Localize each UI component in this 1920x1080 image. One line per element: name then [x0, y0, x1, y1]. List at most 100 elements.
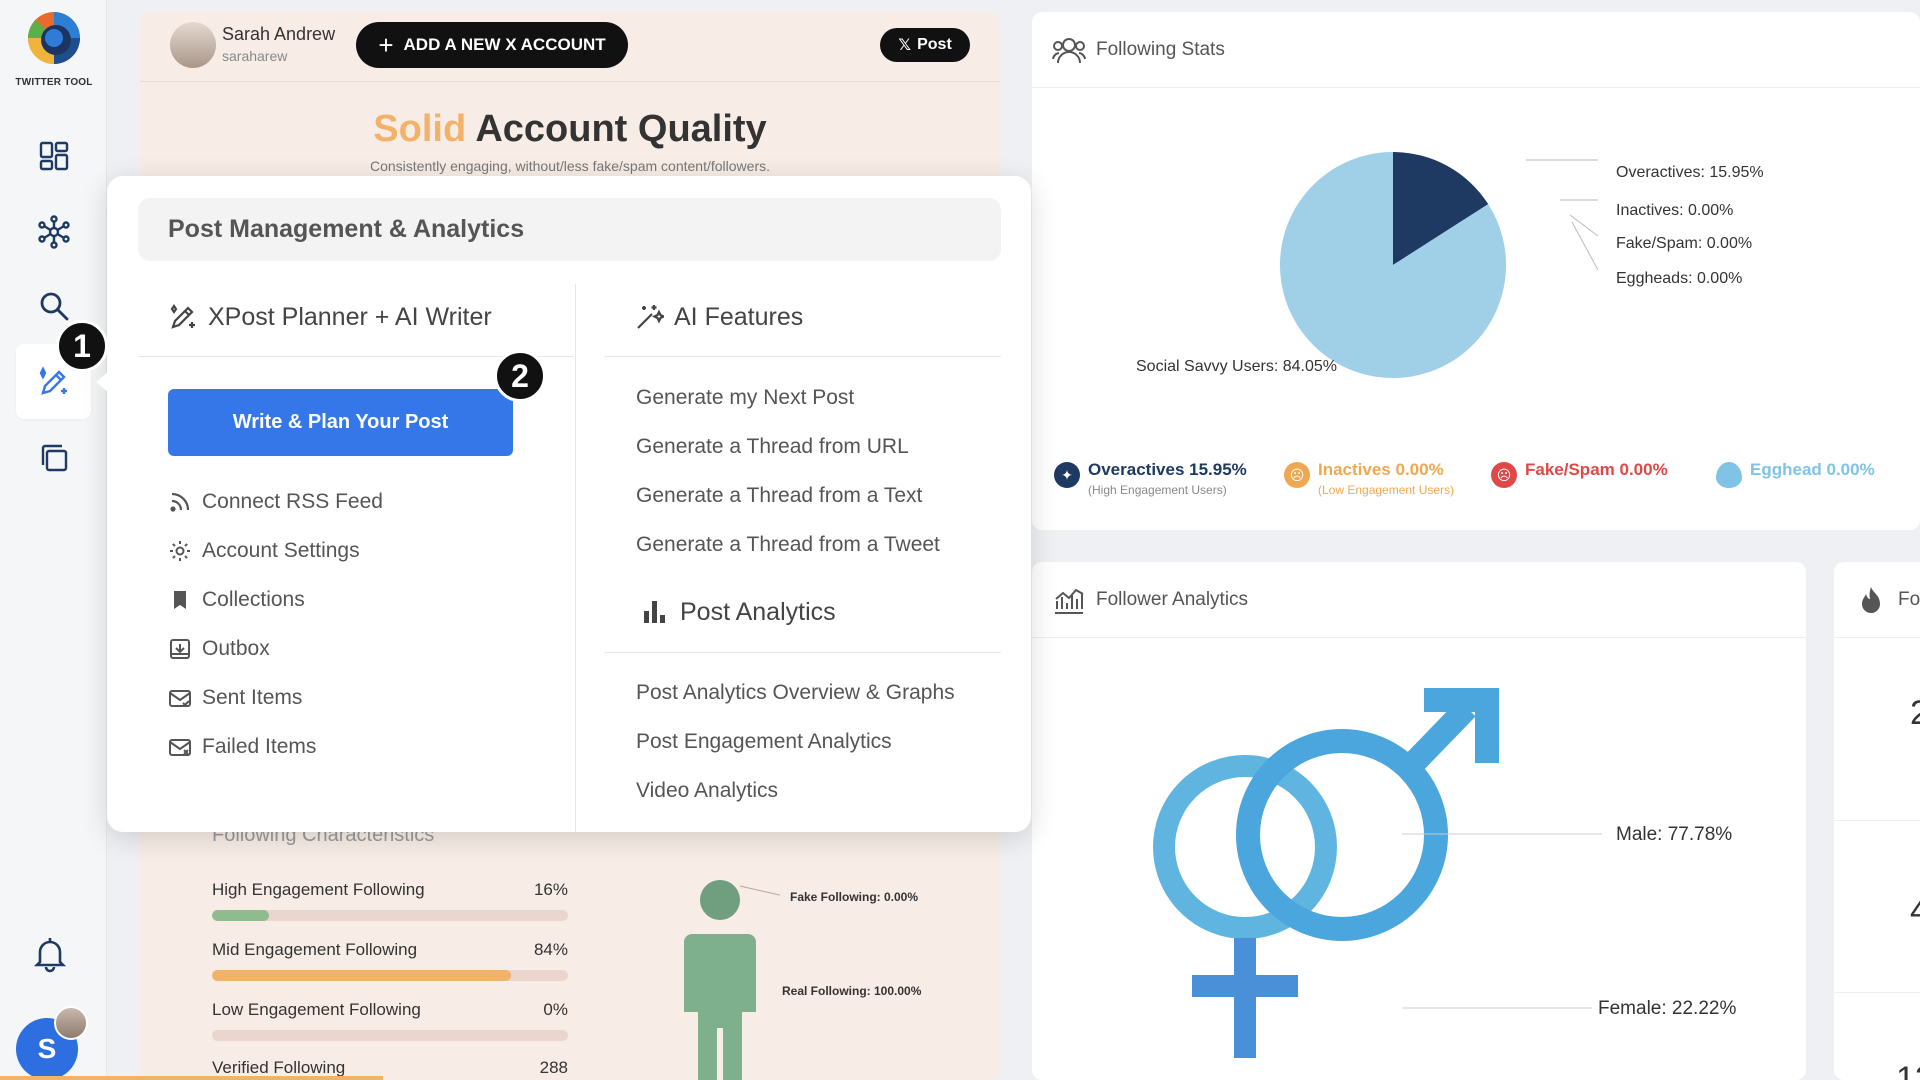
- legend-label: Overactives 15.95%: [1088, 460, 1247, 479]
- failed-items-link[interactable]: Failed Items: [168, 735, 316, 759]
- following-stats-card: Following Stats Overactives: 15.95% Inac…: [1032, 12, 1920, 530]
- sidebar: TWITTER TOOL S: [0, 0, 107, 1080]
- quality-accent: Solid: [373, 108, 467, 150]
- failed-icon: [169, 739, 191, 756]
- overactive-icon: ✦: [1054, 462, 1080, 488]
- sidebar-item-search[interactable]: [16, 268, 91, 343]
- partial-card: Fo 2 4 12: [1834, 562, 1920, 1080]
- person-figure-icon: [684, 880, 780, 1080]
- legend-overactives[interactable]: ✦ Overactives 15.95% (High Engagement Us…: [1054, 460, 1247, 497]
- following-stats-title: Following Stats: [1096, 38, 1225, 60]
- x-logo-icon: 𝕏: [898, 37, 912, 54]
- thread-from-tweet-link[interactable]: Generate a Thread from a Tweet: [636, 533, 940, 556]
- video-analytics-link[interactable]: Video Analytics: [636, 779, 779, 802]
- post-analytics-heading: Post Analytics: [640, 597, 836, 627]
- connect-rss-link[interactable]: Connect RSS Feed: [168, 490, 383, 514]
- ai-features-heading: AI Features: [634, 302, 803, 332]
- magic-wand-icon: [637, 305, 664, 329]
- pie-label-overactives: Overactives: 15.95%: [1616, 164, 1764, 181]
- collections-link[interactable]: Collections: [168, 588, 305, 612]
- follower-analytics-title: Follower Analytics: [1096, 588, 1249, 610]
- rss-icon: [170, 492, 190, 512]
- legend-inactives[interactable]: ☹ Inactives 0.00% (Low Engagement Users): [1284, 460, 1454, 497]
- link-label: Collections: [202, 588, 305, 611]
- legend-fake-spam[interactable]: ☹ Fake/Spam 0.00%: [1491, 460, 1668, 488]
- post-analytics-title: Post Analytics: [680, 597, 836, 626]
- app-logo[interactable]: TWITTER TOOL: [14, 10, 94, 88]
- fc-value: 16%: [533, 880, 568, 899]
- x-post-button[interactable]: 𝕏 Post: [880, 28, 970, 62]
- outbox-link[interactable]: Outbox: [168, 637, 270, 661]
- stat-number: 2: [1910, 694, 1920, 732]
- copy-icon: [41, 444, 67, 471]
- quality-main: Account Quality: [475, 108, 767, 150]
- fc-fill: [212, 910, 269, 921]
- fc-row-low: Low Engagement Following 0%: [212, 1000, 568, 1041]
- user-photo[interactable]: [54, 1006, 88, 1040]
- pie-slice-overactives[interactable]: [1393, 152, 1489, 265]
- search-icon: [40, 292, 68, 320]
- line-chart-icon: [1055, 588, 1084, 614]
- divider: [1834, 820, 1920, 821]
- menu-header: Post Management & Analytics: [138, 198, 1001, 261]
- sidebar-item-dashboard[interactable]: [16, 118, 91, 193]
- male-percentage: Male: 77.78%: [1616, 824, 1733, 845]
- network-icon: [37, 214, 70, 249]
- pie-label-fake: Fake/Spam: 0.00%: [1616, 235, 1753, 252]
- egg-icon: [1716, 462, 1742, 488]
- pie-label-inactives: Inactives: 0.00%: [1616, 202, 1734, 219]
- pie-label-eggheads: Eggheads: 0.00%: [1616, 270, 1743, 287]
- engagement-analytics-link[interactable]: Post Engagement Analytics: [636, 730, 892, 753]
- legend-egghead[interactable]: Egghead 0.00%: [1716, 460, 1875, 488]
- female-symbol-ring: [1153, 755, 1337, 939]
- legend-sub: (Low Engagement Users): [1318, 483, 1455, 497]
- fc-label: Low Engagement Following: [212, 1000, 421, 1019]
- female-symbol-bar: [1192, 975, 1298, 997]
- leader-line: [1571, 221, 1599, 271]
- stat-number: 12: [1896, 1060, 1920, 1080]
- sidebar-item-network[interactable]: [16, 194, 91, 269]
- fc-value: 0%: [543, 1000, 568, 1019]
- link-label: Account Settings: [202, 539, 360, 562]
- bar-chart-icon: [644, 601, 665, 623]
- dashboard-icon: [39, 141, 68, 170]
- divider: [604, 356, 1001, 357]
- step-badge-1: 1: [56, 320, 108, 372]
- account-name: Sarah Andrew: [222, 24, 336, 44]
- fc-track: [212, 1030, 568, 1041]
- male-symbol-ring: [1236, 729, 1448, 941]
- account-settings-link[interactable]: Account Settings: [168, 539, 360, 563]
- fc-label: Mid Engagement Following: [212, 940, 418, 959]
- sent-items-link[interactable]: Sent Items: [168, 686, 302, 710]
- divider: [1834, 992, 1920, 993]
- male-symbol-arrow: [1398, 699, 1476, 779]
- thread-from-url-link[interactable]: Generate a Thread from URL: [636, 435, 909, 458]
- following-stats-header: Following Stats: [1032, 12, 1920, 88]
- account-avatar[interactable]: [170, 22, 216, 68]
- follower-analytics-header: Follower Analytics: [1032, 562, 1806, 638]
- outbox-icon: [170, 639, 190, 659]
- stat-number: 4: [1910, 892, 1920, 930]
- fire-icon: [1862, 586, 1880, 613]
- write-plan-post-button[interactable]: Write & Plan Your Post: [168, 389, 513, 456]
- partial-card-header: Fo: [1834, 562, 1920, 638]
- add-account-button[interactable]: + ADD A NEW X ACCOUNT: [356, 22, 628, 68]
- planner-title: XPost Planner + AI Writer: [208, 302, 492, 331]
- fc-row-verified: Verified Following 288: [212, 1058, 568, 1078]
- logo-icon: [28, 12, 80, 64]
- fc-label: High Engagement Following: [212, 880, 425, 899]
- edit-sparkle-icon: [170, 304, 195, 329]
- analytics-overview-link[interactable]: Post Analytics Overview & Graphs: [636, 681, 955, 704]
- real-following-label: Real Following: 100.00%: [782, 984, 922, 998]
- users-icon: [1052, 37, 1086, 63]
- generate-next-post-link[interactable]: Generate my Next Post: [636, 386, 855, 409]
- legend-label: Fake/Spam 0.00%: [1525, 460, 1668, 479]
- pie-slice-social-savvy-users[interactable]: [1280, 152, 1506, 378]
- sidebar-item-collections[interactable]: [16, 420, 91, 495]
- sent-icon: [169, 690, 191, 707]
- bell-icon[interactable]: [30, 934, 70, 974]
- leader-line: [1569, 214, 1599, 237]
- legend-label: Egghead 0.00%: [1750, 460, 1875, 479]
- thread-from-text-link[interactable]: Generate a Thread from a Text: [636, 484, 923, 507]
- account-handle: saraharew: [222, 48, 288, 64]
